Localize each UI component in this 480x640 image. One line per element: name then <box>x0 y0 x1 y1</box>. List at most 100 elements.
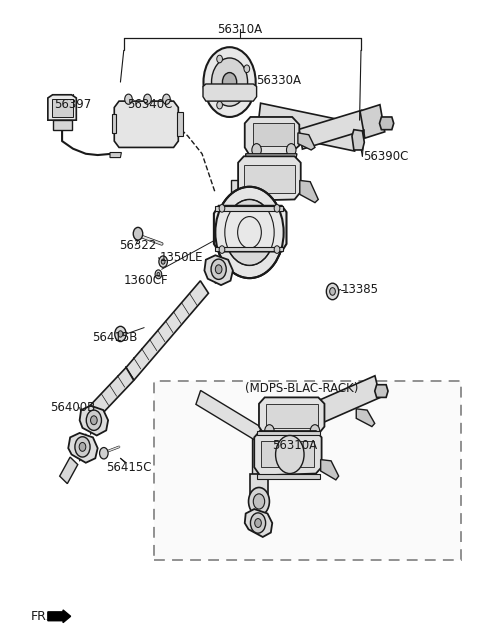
Circle shape <box>144 94 151 104</box>
Polygon shape <box>68 433 97 463</box>
Circle shape <box>219 205 225 212</box>
Circle shape <box>251 513 265 533</box>
Text: 56415C: 56415C <box>106 461 152 474</box>
Circle shape <box>216 187 284 278</box>
Polygon shape <box>298 133 315 150</box>
Text: 56390C: 56390C <box>363 150 409 163</box>
Circle shape <box>249 488 269 515</box>
Polygon shape <box>126 281 208 380</box>
Circle shape <box>253 494 264 509</box>
Circle shape <box>219 246 225 253</box>
Bar <box>253 124 294 145</box>
Circle shape <box>204 47 256 117</box>
Circle shape <box>217 101 222 109</box>
Bar <box>266 404 318 428</box>
Text: 56322: 56322 <box>119 239 156 252</box>
Polygon shape <box>300 180 318 203</box>
Polygon shape <box>48 95 76 120</box>
Polygon shape <box>252 434 266 474</box>
Polygon shape <box>87 415 100 425</box>
Polygon shape <box>110 152 121 157</box>
Polygon shape <box>251 474 267 501</box>
Text: 1350LE: 1350LE <box>159 252 203 264</box>
Polygon shape <box>257 103 358 151</box>
Circle shape <box>155 270 162 279</box>
Circle shape <box>222 72 237 92</box>
Circle shape <box>212 58 248 106</box>
Circle shape <box>163 94 170 104</box>
Circle shape <box>157 273 160 276</box>
Circle shape <box>287 143 296 156</box>
Polygon shape <box>230 180 248 201</box>
Text: 56415B: 56415B <box>92 332 137 344</box>
Polygon shape <box>356 409 375 427</box>
Circle shape <box>125 94 132 104</box>
Polygon shape <box>112 114 116 133</box>
Polygon shape <box>321 460 339 480</box>
Polygon shape <box>178 112 183 136</box>
Circle shape <box>161 259 165 264</box>
Polygon shape <box>245 509 272 537</box>
Polygon shape <box>214 206 287 252</box>
Polygon shape <box>216 247 283 252</box>
Circle shape <box>276 435 304 474</box>
Polygon shape <box>90 367 134 419</box>
Polygon shape <box>317 376 380 423</box>
Text: FR.: FR. <box>31 610 50 623</box>
Circle shape <box>216 265 222 274</box>
Text: 13385: 13385 <box>342 283 379 296</box>
Text: 56400B: 56400B <box>50 401 96 414</box>
Bar <box>244 164 295 193</box>
Text: 56310A: 56310A <box>272 439 317 452</box>
Circle shape <box>133 227 143 240</box>
Text: 56330A: 56330A <box>257 74 301 86</box>
Circle shape <box>86 410 101 430</box>
Polygon shape <box>246 154 297 158</box>
Polygon shape <box>196 390 261 441</box>
Text: 56397: 56397 <box>54 98 92 111</box>
Polygon shape <box>216 206 283 211</box>
Polygon shape <box>114 101 179 147</box>
Circle shape <box>99 447 108 459</box>
Circle shape <box>310 425 320 437</box>
Circle shape <box>225 200 274 266</box>
Polygon shape <box>203 84 257 101</box>
Polygon shape <box>238 156 301 201</box>
Polygon shape <box>245 117 300 155</box>
Circle shape <box>264 425 274 437</box>
FancyArrow shape <box>48 610 71 623</box>
Polygon shape <box>53 120 72 130</box>
Polygon shape <box>257 474 320 479</box>
Polygon shape <box>259 397 324 435</box>
Circle shape <box>330 287 336 295</box>
Text: (MDPS-BLAC-RACK): (MDPS-BLAC-RACK) <box>245 382 358 395</box>
Polygon shape <box>380 117 394 130</box>
Circle shape <box>252 143 261 156</box>
Text: 56310A: 56310A <box>217 23 263 36</box>
Circle shape <box>159 256 168 268</box>
Polygon shape <box>80 406 108 435</box>
Polygon shape <box>254 431 322 476</box>
Bar <box>261 440 314 467</box>
Circle shape <box>75 436 90 457</box>
Circle shape <box>238 216 261 248</box>
Polygon shape <box>352 130 364 150</box>
Circle shape <box>274 205 280 212</box>
Circle shape <box>79 442 86 451</box>
Polygon shape <box>299 110 365 149</box>
Circle shape <box>217 55 222 63</box>
Circle shape <box>118 331 123 337</box>
Circle shape <box>115 326 126 342</box>
Circle shape <box>244 65 250 72</box>
Circle shape <box>211 259 226 280</box>
Text: 56340C: 56340C <box>127 98 172 111</box>
Polygon shape <box>247 157 296 163</box>
FancyBboxPatch shape <box>154 381 461 560</box>
Polygon shape <box>257 431 320 435</box>
Polygon shape <box>375 385 388 397</box>
Polygon shape <box>204 255 233 285</box>
Bar <box>52 99 72 117</box>
Polygon shape <box>60 457 78 484</box>
Circle shape <box>255 518 261 527</box>
Circle shape <box>91 416 97 425</box>
